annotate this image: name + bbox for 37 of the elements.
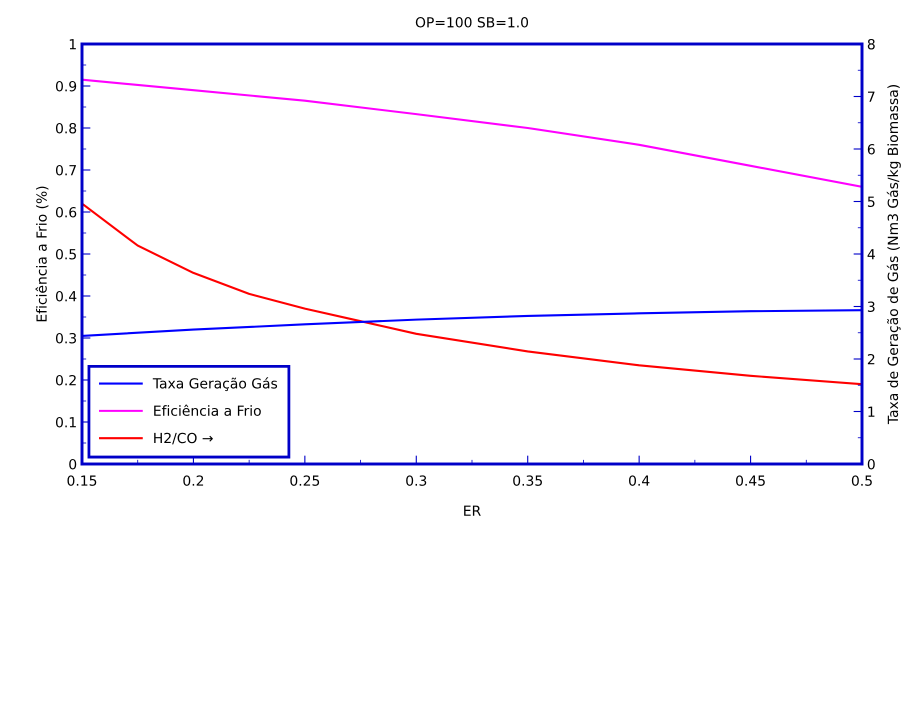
y2-tick-label: 4 xyxy=(868,249,875,260)
y2-tick-label: 0 xyxy=(868,458,875,470)
y-tick-label: 1 xyxy=(70,39,76,50)
line-series xyxy=(82,309,862,337)
line-series xyxy=(82,78,862,188)
x-tick-label: 0.3 xyxy=(406,475,426,486)
x-tick-label: 0.15 xyxy=(67,475,96,486)
y2-tick-label: 2 xyxy=(868,354,874,364)
y-tick-label: 0.6 xyxy=(56,206,76,218)
x-tick-label: 0.4 xyxy=(629,475,650,486)
y2-tick-label: 3 xyxy=(868,301,875,312)
legend-label: H2/CO → xyxy=(154,432,213,444)
legend-label: Eficiência a Frio xyxy=(154,404,261,416)
chart-title: OP=100 SB=1.0 xyxy=(416,17,528,28)
y-tick-label: 0 xyxy=(69,458,76,470)
x-tick-label: 0.5 xyxy=(852,475,872,486)
x-tick-label: 0.35 xyxy=(513,475,542,486)
y-tick-label: 0.3 xyxy=(56,332,76,344)
y-tick-label: 0.2 xyxy=(56,374,76,386)
legend-label: Taxa Geração Gás xyxy=(152,377,278,392)
x-axis-title: ER xyxy=(464,506,481,516)
y-tick-label: 0.8 xyxy=(56,122,76,134)
y2-tick-label: 5 xyxy=(868,196,874,207)
y2-axis-title: Taxa de Geração de Gás (Nm3 Gás/kg Biomassa) xyxy=(886,85,901,424)
y-tick-label: 0.7 xyxy=(56,164,76,176)
y2-tick-label: 1 xyxy=(868,406,874,417)
y-tick-label: 0.4 xyxy=(56,290,76,302)
x-tick-label: 0.45 xyxy=(736,475,765,486)
y2-tick-label: 7 xyxy=(868,92,875,102)
y-tick-label: 0.1 xyxy=(56,416,76,428)
x-tick-label: 0.2 xyxy=(183,475,204,486)
x-tick-label: 0.25 xyxy=(290,475,320,486)
y2-tick-label: 8 xyxy=(868,38,875,50)
y-tick-label: 0.9 xyxy=(56,80,76,92)
y-axis-title: Eficiência a Frio (%) xyxy=(36,186,48,322)
y-tick-label: 0.5 xyxy=(56,248,76,260)
y2-tick-label: 6 xyxy=(868,144,875,154)
